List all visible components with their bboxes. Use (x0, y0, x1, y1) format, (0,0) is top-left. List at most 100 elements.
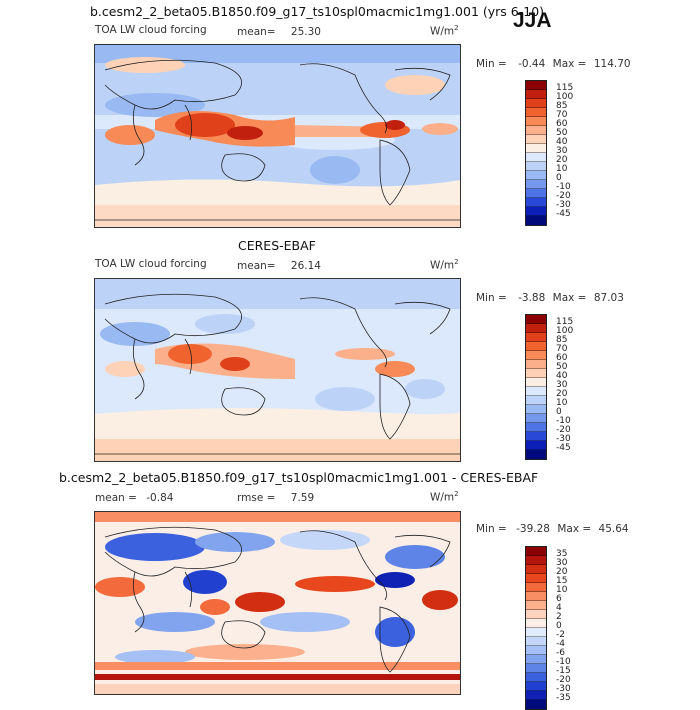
colorbar-tick-label: -45 (556, 443, 571, 453)
panel1-min-value: -0.44 (518, 58, 546, 70)
colorbar-swatch (526, 162, 546, 171)
colorbar-swatch (526, 90, 546, 99)
panel2-max-label: Max = (552, 292, 587, 304)
colorbar-swatch (526, 637, 546, 646)
colorbar-tick-label: -45 (556, 209, 571, 219)
colorbar-tick-label: 40 (556, 137, 568, 147)
panel2-title: CERES-EBAF (238, 238, 316, 253)
colorbar-tick-label: 6 (556, 594, 562, 604)
panel3-map (94, 511, 461, 695)
colorbar-tick-label: 35 (556, 549, 568, 559)
panel1-mean: mean= 25.30 (237, 26, 321, 38)
panel1-mean-label: mean= (237, 26, 276, 38)
colorbar-tick-label: -6 (556, 648, 565, 658)
panel1-minmax: Min = -0.44 Max = 114.70 (476, 58, 631, 70)
panel3-max-value: 45.64 (598, 523, 629, 535)
season-label: JJA (513, 9, 552, 32)
colorbar-swatch (526, 216, 546, 225)
unit-text: W/m (430, 259, 455, 272)
colorbar-swatch (526, 180, 546, 189)
panel3-mean-value: -0.84 (146, 492, 174, 504)
colorbar-tick-label: -20 (556, 425, 571, 435)
colorbar-swatch (526, 369, 546, 378)
colorbar-tick-label: -30 (556, 434, 571, 444)
panel2-min-value: -3.88 (518, 292, 546, 304)
colorbar-swatch (526, 441, 546, 450)
colorbar-swatch (526, 153, 546, 162)
colorbar-swatch (526, 646, 546, 655)
panel3-minmax: Min = -39.28 Max = 45.64 (476, 523, 629, 535)
colorbar-swatch (526, 673, 546, 682)
colorbar-tick-label: 100 (556, 326, 574, 336)
colorbar-swatch (526, 189, 546, 198)
colorbar-tick-label: 115 (556, 83, 574, 93)
colorbar-tick-label: 30 (556, 380, 568, 390)
colorbar-tick-label: 20 (556, 389, 568, 399)
colorbar-swatch (526, 108, 546, 117)
colorbar-tick-label: -10 (556, 182, 571, 192)
colorbar-swatch (526, 198, 546, 207)
panel3-mean: mean = -0.84 (95, 492, 173, 504)
colorbar-swatch (526, 405, 546, 414)
colorbar-tick-label: 0 (556, 621, 562, 631)
panel2-colorbar (525, 314, 547, 460)
colorbar-tick-label: 50 (556, 362, 568, 372)
colorbar-tick-label: 60 (556, 353, 568, 363)
colorbar-swatch (526, 378, 546, 387)
colorbar-tick-label: -4 (556, 639, 565, 649)
colorbar-tick-label: -30 (556, 684, 571, 694)
colorbar-tick-label: 15 (556, 576, 568, 586)
panel2-variable-label: TOA LW cloud forcing (95, 258, 207, 270)
colorbar-swatch (526, 414, 546, 423)
panel3-min-value: -39.28 (516, 523, 550, 535)
colorbar-tick-label: 20 (556, 567, 568, 577)
colorbar-swatch (526, 396, 546, 405)
colorbar-swatch (526, 324, 546, 333)
colorbar-swatch (526, 351, 546, 360)
colorbar-tick-label: 20 (556, 155, 568, 165)
colorbar-tick-label: 50 (556, 128, 568, 138)
colorbar-swatch (526, 682, 546, 691)
panel2-minmax: Min = -3.88 Max = 87.03 (476, 292, 624, 304)
colorbar-swatch (526, 628, 546, 637)
colorbar-tick-label: -10 (556, 657, 571, 667)
colorbar-swatch (526, 450, 546, 459)
panel3-mean-label: mean = (95, 492, 137, 504)
panel1-min-label: Min = (476, 58, 507, 70)
colorbar-swatch (526, 99, 546, 108)
colorbar-swatch (526, 315, 546, 324)
panel1-mean-value: 25.30 (290, 26, 321, 38)
colorbar-swatch (526, 342, 546, 351)
colorbar-tick-label: 30 (556, 558, 568, 568)
colorbar-swatch (526, 619, 546, 628)
colorbar-swatch (526, 333, 546, 342)
unit-text: W/m (430, 25, 455, 38)
colorbar-swatch (526, 126, 546, 135)
colorbar-swatch (526, 565, 546, 574)
panel1-map (94, 44, 461, 228)
unit-exp: 2 (454, 490, 459, 498)
colorbar-swatch (526, 574, 546, 583)
unit-text: W/m (430, 491, 455, 504)
panel3-title: b.cesm2_2_beta05.B1850.f09_g17_ts10spl0m… (59, 470, 539, 485)
colorbar-tick-label: 70 (556, 110, 568, 120)
colorbar-tick-label: 85 (556, 335, 568, 345)
panel3-max-label: Max = (557, 523, 592, 535)
panel3-unit: W/m2 (430, 490, 459, 504)
colorbar-swatch (526, 700, 546, 709)
colorbar-swatch (526, 664, 546, 673)
panel1-unit: W/m2 (430, 24, 459, 38)
colorbar-swatch (526, 592, 546, 601)
colorbar-tick-label: 10 (556, 164, 568, 174)
panel1-title: b.cesm2_2_beta05.B1850.f09_g17_ts10spl0m… (90, 4, 545, 19)
colorbar-tick-label: -20 (556, 191, 571, 201)
colorbar-tick-label: 30 (556, 146, 568, 156)
colorbar-tick-label: 2 (556, 612, 562, 622)
unit-exp: 2 (454, 24, 459, 32)
panel2-mean-value: 26.14 (290, 260, 321, 272)
colorbar-tick-label: 10 (556, 585, 568, 595)
panel3-colorbar (525, 546, 547, 710)
colorbar-swatch (526, 547, 546, 556)
colorbar-tick-label: 100 (556, 92, 574, 102)
panel2-mean-label: mean= (237, 260, 276, 272)
